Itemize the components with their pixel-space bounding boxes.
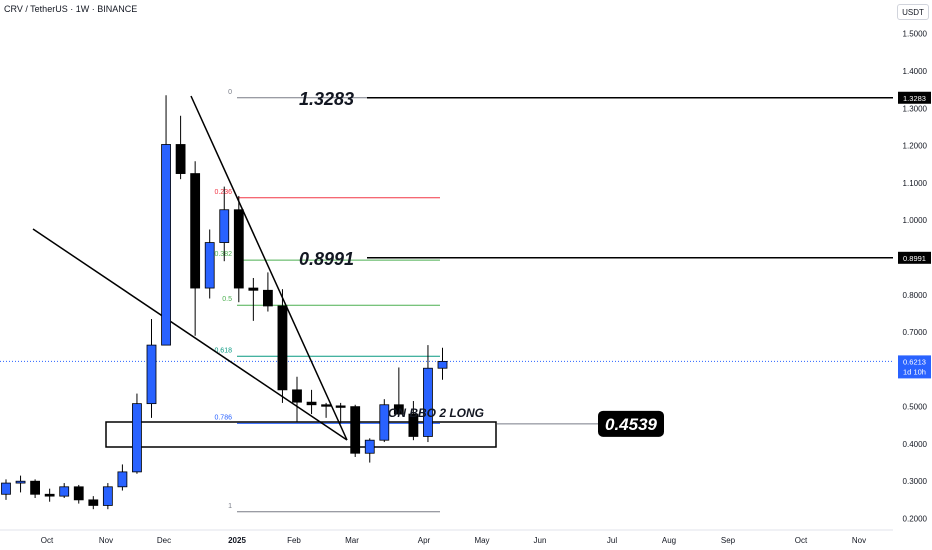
candle-up [146, 344, 157, 405]
candle-up [364, 439, 375, 454]
x-tick-label: Jun [534, 536, 547, 545]
candle-down [335, 405, 346, 408]
candle-down [175, 144, 186, 174]
candle-down [44, 493, 55, 497]
x-tick-label: Mar [345, 536, 359, 545]
candle-down [350, 406, 361, 454]
x-tick-label: Feb [287, 536, 301, 545]
y-tick-label: 1.1000 [903, 179, 928, 188]
candle-up [219, 209, 230, 243]
x-tick-label: Oct [41, 536, 54, 545]
price-tag [898, 91, 931, 104]
y-tick-label: 1.5000 [903, 30, 928, 39]
candle-down [277, 305, 288, 391]
candle-down [73, 486, 84, 501]
x-tick-label: Nov [852, 536, 866, 545]
candle-up [117, 471, 128, 488]
x-tick-label: Sep [721, 536, 736, 545]
fib-level-label: 0.382 [214, 251, 232, 258]
symbol-title[interactable]: CRV / TetherUS · 1W · BINANCE [4, 4, 138, 14]
y-tick-label: 0.7000 [903, 328, 928, 337]
fib-level-label: 0.5 [222, 296, 232, 303]
x-tick-label: Nov [99, 536, 113, 545]
y-tick-label: 0.4000 [903, 440, 928, 449]
lower-trendline [32, 228, 348, 441]
target-badge [598, 410, 664, 437]
countdown-label: 1d 10h [903, 367, 926, 376]
candle-up [1, 482, 11, 495]
demand-zone-box [105, 421, 497, 448]
candle-down [88, 499, 99, 506]
candle-down [262, 289, 273, 307]
candle-down [233, 209, 244, 289]
candle-down [393, 404, 404, 415]
candle-down [306, 401, 317, 406]
y-tick-label: 1.4000 [903, 67, 928, 76]
candle-down [190, 173, 201, 289]
y-tick-label: 0.5000 [903, 403, 928, 412]
candle-up [102, 486, 113, 506]
x-tick-label: Apr [418, 536, 431, 545]
resistance-level-label: 0.8991 [299, 249, 354, 269]
x-tick-label: May [474, 536, 489, 545]
fib-level-label: 0 [228, 89, 232, 96]
candle-down [292, 389, 302, 403]
fib-level-label: 1 [228, 503, 232, 510]
descending-trendline [190, 95, 348, 441]
price-tag-label: 0.8991 [903, 254, 926, 263]
annotation-label: ON BBO 2 LONG [388, 406, 484, 420]
candle-up [379, 404, 390, 441]
y-tick-label: 0.8000 [903, 291, 928, 300]
price-tag-label: 1.3283 [903, 94, 926, 103]
fib-level-label: 0.618 [214, 347, 232, 354]
y-tick-label: 1.3000 [903, 104, 928, 113]
candle-down [248, 287, 259, 291]
candle-up [59, 486, 70, 497]
x-tick-label: Dec [157, 536, 171, 545]
currency-label[interactable]: USDT [897, 4, 929, 20]
candle-down [321, 404, 332, 407]
x-tick-label: Aug [662, 536, 676, 545]
current-price-label: 0.6213 [903, 357, 926, 366]
fib-level-label: 0.786 [214, 414, 232, 421]
candle-up [161, 144, 171, 346]
candle-down [408, 413, 419, 437]
y-tick-label: 0.3000 [903, 477, 928, 486]
current-price-tag [898, 355, 931, 379]
target-level-label: 0.4539 [605, 415, 658, 434]
x-tick-label: 2025 [228, 536, 246, 545]
candle-up [204, 242, 215, 289]
fib-level-label: 0.236 [214, 189, 232, 196]
price-tag [898, 251, 931, 264]
candle-up [132, 403, 142, 473]
candle-up [437, 360, 448, 369]
x-tick-label: Oct [795, 536, 808, 545]
x-tick-label: Jul [607, 536, 617, 545]
resistance-level-label: 1.3283 [299, 89, 354, 109]
candle-up [423, 367, 433, 437]
candle-down [30, 480, 41, 495]
y-tick-label: 1.2000 [903, 142, 928, 151]
y-tick-label: 1.0000 [903, 216, 928, 225]
y-tick-label: 0.2000 [903, 515, 928, 524]
candle-up [15, 480, 26, 484]
